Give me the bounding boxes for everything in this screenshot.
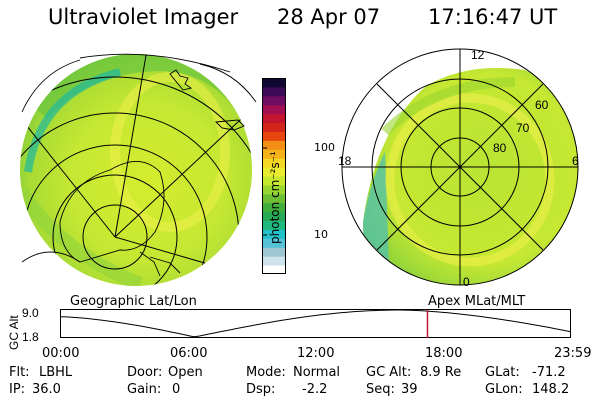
colorbar-swatch [262, 211, 286, 222]
seq-value: 39 [401, 382, 418, 397]
mlt-12-label: 12 [471, 48, 485, 62]
mlat-80-label: 80 [493, 141, 507, 155]
door-value: Open [168, 365, 203, 380]
filter-label: Flt: [9, 365, 30, 380]
colorbar-swatch [262, 256, 286, 266]
apex-image-panel: 12 18 6 0 60 70 80 [335, 42, 585, 294]
colorbar-swatch [262, 158, 286, 168]
altitude-plot-frame [60, 309, 571, 338]
colorbar-swatch [262, 238, 286, 248]
colorbar-swatch [262, 265, 286, 275]
time-label: 17:16:47 UT [428, 5, 558, 29]
colorbar-swatch [262, 95, 286, 106]
mlt-6-label: 6 [572, 154, 579, 168]
colorbar-swatch [262, 247, 286, 257]
colorbar-swatch [262, 176, 286, 186]
glat-value: -71.2 [532, 365, 566, 380]
glon-label: GLon: [485, 382, 523, 397]
dsp-value: -2.2 [302, 382, 328, 397]
colorbar-swatch [262, 229, 286, 239]
mlat-60-label: 60 [535, 98, 549, 112]
alt-xtick-0600: 06:00 [170, 346, 208, 361]
alt-xtick-1800: 18:00 [425, 346, 463, 361]
title-bar: Ultraviolet Imager 28 Apr 07 17:16:47 UT [0, 0, 600, 40]
mlt-0-label: 0 [463, 275, 470, 289]
ip-value: 36.0 [32, 382, 61, 397]
colorbar-scale [262, 78, 286, 275]
altitude-plot: GC Alt 9.0 1.8 00:00 06:00 12:00 18:00 2… [0, 296, 600, 364]
mlat-70-label: 70 [516, 121, 530, 135]
instrument-title: Ultraviolet Imager [48, 5, 239, 29]
colorbar-swatch [262, 104, 286, 115]
mode-label: Mode: [246, 365, 286, 380]
gain-label: Gain: [127, 382, 162, 397]
alt-xtick-1200: 12:00 [297, 346, 335, 361]
glon-value: 148.2 [532, 382, 570, 397]
glat-label: GLat: [485, 365, 520, 380]
gc-alt-axis-label: GC Alt [7, 315, 21, 350]
map-outer-lines [21, 53, 257, 113]
alt-xtick-2359: 23:59 [554, 346, 592, 361]
colorbar-swatch [262, 113, 286, 124]
colorbar: 100 10 [262, 78, 335, 278]
altitude-plot-svg: GC Alt 9.0 1.8 [7, 306, 571, 350]
mode-value: Normal [293, 365, 341, 380]
alt-xtick-0000: 00:00 [42, 346, 80, 361]
colorbar-swatch [262, 86, 286, 97]
apex-polar-plot: 12 18 6 0 60 70 80 [338, 48, 579, 289]
colorbar-swatch [262, 78, 286, 88]
colorbar-swatch [262, 184, 286, 195]
aurora-image-disk [20, 54, 252, 286]
filter-value: LBHL [39, 365, 73, 380]
ip-label: IP: [9, 382, 26, 397]
geographic-image-panel [20, 52, 260, 296]
gc-alt-value: 8.9 Re [420, 365, 462, 380]
door-label: Door: [127, 365, 163, 380]
mlt-lines [342, 49, 578, 285]
apex-panel-label: Apex MLat/MLT [428, 294, 526, 309]
alt-ytick-1-8: 1.8 [22, 330, 39, 344]
gc-alt-label: GC Alt: [366, 365, 412, 380]
mlt-18-label: 18 [338, 154, 352, 168]
date-label: 28 Apr 07 [277, 5, 381, 29]
seq-label: Seq: [366, 382, 395, 397]
colorbar-swatch [262, 220, 286, 230]
alt-ytick-9: 9.0 [22, 306, 39, 320]
colorbar-tick-100: 100 [314, 141, 335, 154]
colorbar-unit-label: photon cm⁻²s⁻¹ [268, 151, 282, 244]
coastlines [21, 69, 245, 277]
colorbar-swatch [262, 202, 286, 213]
orbit-altitude-curve [60, 309, 571, 338]
dsp-label: Dsp: [246, 382, 276, 397]
colorbar-swatch [262, 131, 286, 141]
colorbar-swatch [262, 193, 286, 204]
colorbar-swatch [262, 149, 286, 159]
colorbar-swatch [262, 167, 286, 177]
colorbar-swatch [262, 122, 286, 132]
colorbar-swatch [262, 140, 286, 150]
apex-aurora-image [363, 68, 578, 285]
geographic-panel-label: Geographic Lat/Lon [70, 294, 197, 309]
colorbar-tick-10: 10 [314, 228, 328, 241]
geographic-map [20, 53, 257, 286]
gain-value: 0 [172, 382, 181, 397]
